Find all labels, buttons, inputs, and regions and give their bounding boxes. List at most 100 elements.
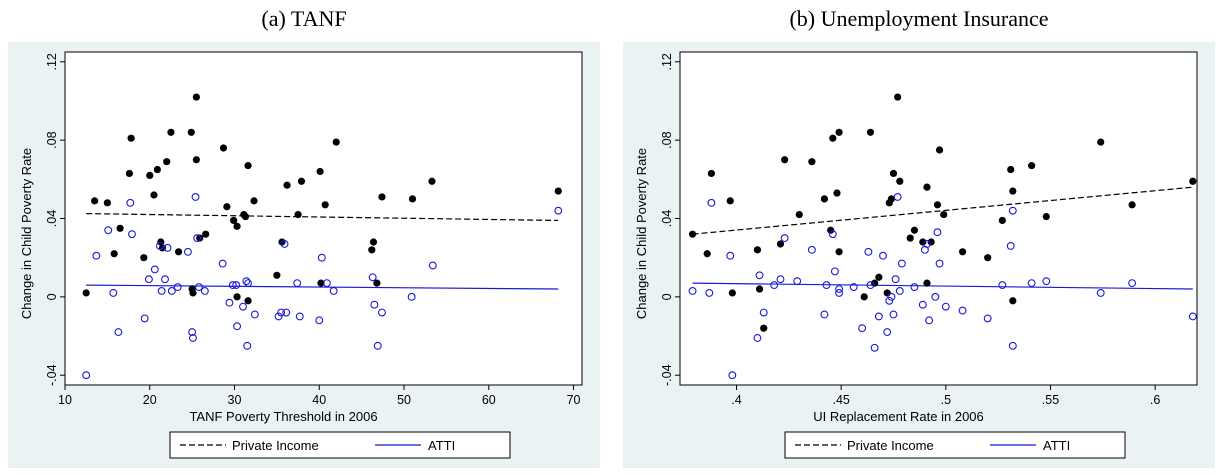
atti-point [250, 310, 259, 319]
private-income-point [369, 238, 378, 246]
private-income-point [219, 144, 228, 152]
atti-point [983, 314, 992, 323]
atti-fit-line [692, 282, 1193, 290]
atti-point [835, 288, 844, 297]
atti-point [218, 259, 227, 268]
private-income-point [866, 128, 875, 136]
private-income-point [871, 279, 879, 287]
atti-point [883, 328, 892, 337]
atti-point [109, 288, 118, 297]
atti-point [887, 292, 896, 301]
atti-point [879, 251, 887, 260]
x-tick-label: .4 [731, 393, 741, 407]
atti-point [866, 281, 875, 290]
private-income-point [153, 165, 161, 174]
private-income-point [196, 234, 204, 242]
private-income-point [150, 191, 158, 199]
atti-point [233, 322, 242, 331]
atti-point [820, 310, 829, 319]
private-income-point [244, 162, 252, 170]
private-income-point [919, 238, 927, 246]
x-tick-label: .5 [941, 393, 951, 407]
private-income-point [833, 189, 841, 197]
atti-point [770, 281, 779, 290]
private-income-fit-line [692, 186, 1193, 235]
x-tick-label: 10 [58, 393, 72, 407]
private-income-point [923, 183, 931, 191]
private-income-point [998, 216, 1006, 225]
atti-point [407, 292, 416, 301]
atti-point [315, 316, 324, 325]
atti-point [282, 308, 291, 317]
atti-point [941, 302, 950, 311]
atti-point [1006, 241, 1015, 250]
private-income-point [408, 195, 417, 203]
private-income-point [189, 289, 197, 297]
private-income-point [958, 248, 967, 256]
atti-point [864, 247, 873, 256]
private-income-point [103, 199, 111, 207]
private-income-fit-line [86, 213, 559, 222]
private-income-point [1128, 201, 1136, 209]
private-income-point [244, 297, 252, 305]
private-income-point [230, 216, 238, 225]
atti-point [92, 251, 101, 260]
atti-point [167, 287, 176, 295]
atti-point [958, 306, 967, 315]
atti-point [373, 341, 382, 350]
private-income-point [894, 93, 902, 101]
private-income-point [927, 238, 935, 246]
atti-point [191, 193, 200, 201]
atti-point [368, 273, 377, 282]
x-tick-label: 20 [143, 393, 157, 407]
private-income-point [174, 248, 183, 256]
atti-point [822, 281, 831, 290]
private-income-point [187, 128, 195, 136]
atti-point [858, 324, 867, 333]
x-tick-label: .55 [1042, 393, 1059, 407]
private-income-point [428, 177, 436, 185]
atti-point [891, 275, 900, 284]
atti-point [933, 228, 942, 237]
legend-label-atti: ATTI [1043, 438, 1070, 453]
y-tick-label: .12 [45, 53, 59, 70]
private-income-point [1189, 177, 1197, 185]
atti-point [277, 308, 286, 317]
atti-point [918, 300, 927, 309]
private-income-point [896, 177, 904, 185]
atti-point [194, 283, 203, 292]
private-income-point [889, 169, 898, 178]
atti-point [728, 371, 737, 380]
private-income-point [860, 293, 868, 301]
private-income-point [297, 177, 306, 185]
private-income-point [906, 234, 914, 242]
private-income-point [167, 128, 175, 136]
y-tick-label: .08 [45, 131, 59, 148]
atti-point [1042, 277, 1051, 286]
private-income-point [317, 279, 325, 287]
atti-point [163, 243, 172, 252]
private-income-point [688, 230, 697, 238]
atti-point [1188, 312, 1197, 321]
x-tick-label: 50 [397, 393, 411, 407]
atti-point [173, 283, 182, 292]
private-income-point [835, 128, 843, 136]
private-income-point [273, 271, 281, 279]
x-tick-label: 70 [567, 393, 581, 407]
private-income-point [202, 230, 210, 238]
y-tick-label: .04 [660, 210, 674, 227]
atti-fit-line [86, 284, 559, 290]
private-income-point [728, 289, 736, 297]
private-income-point [192, 156, 200, 164]
atti-point [923, 240, 931, 248]
private-income-point [1009, 187, 1017, 195]
atti-point [225, 298, 234, 307]
x-tick-label: .45 [832, 393, 849, 407]
atti-point [232, 281, 241, 290]
private-income-point [554, 187, 562, 195]
chart-title-ui: (b) Unemployment Insurance [789, 6, 1049, 31]
atti-point [874, 312, 883, 321]
private-income-point [250, 197, 258, 205]
atti-point [705, 288, 714, 297]
private-income-point [1007, 165, 1015, 174]
